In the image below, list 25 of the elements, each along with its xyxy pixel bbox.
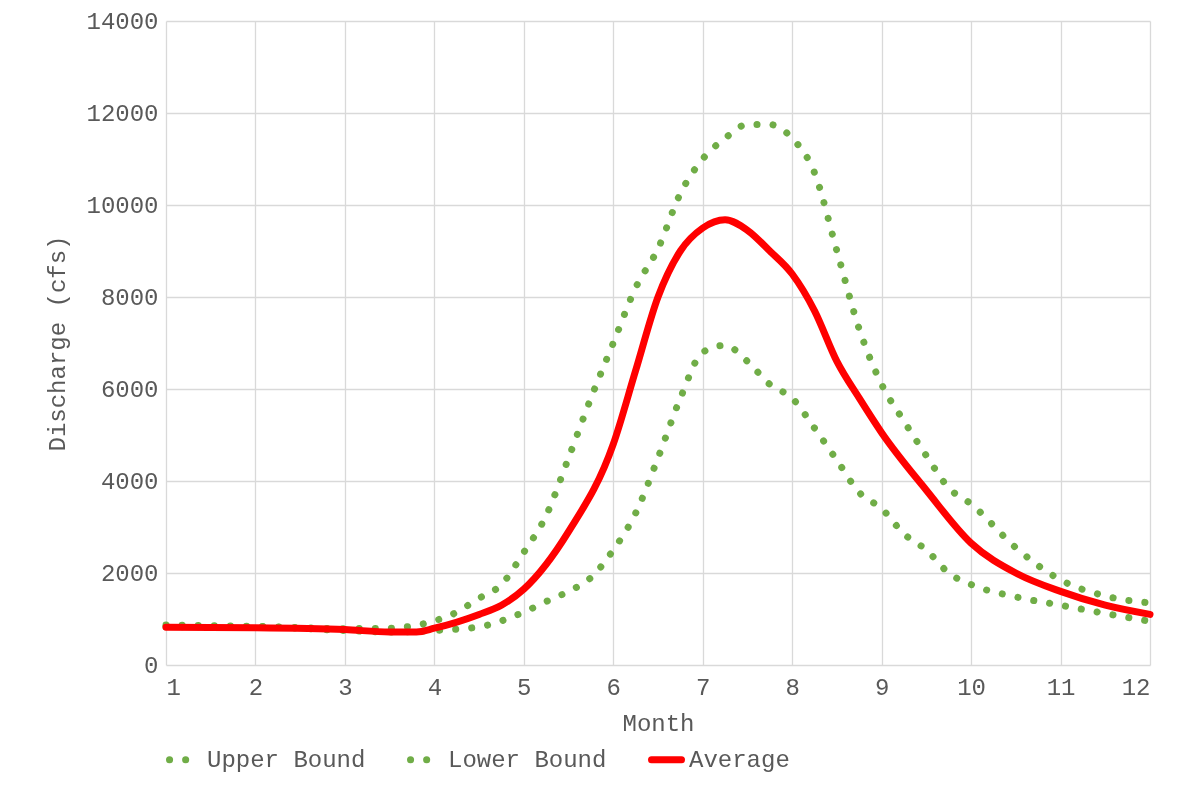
x-tick-label: 6 xyxy=(606,674,621,702)
x-tick-label: 8 xyxy=(785,674,800,702)
y-tick-label: 14000 xyxy=(86,8,159,36)
x-tick-label: 7 xyxy=(696,674,711,702)
x-tick-label: 10 xyxy=(957,674,986,702)
x-tick-label: 11 xyxy=(1046,674,1076,702)
x-axis-title: Month xyxy=(622,710,695,738)
y-tick-label: 12000 xyxy=(86,100,159,128)
x-tick-label: 3 xyxy=(338,674,353,702)
legend-label: Lower Bound xyxy=(448,746,607,774)
y-tick-label: 8000 xyxy=(100,284,159,312)
y-tick-label: 2000 xyxy=(100,560,159,588)
x-tick-label: 12 xyxy=(1121,674,1151,702)
y-tick-label: 10000 xyxy=(86,192,159,220)
x-tick-label: 9 xyxy=(874,674,890,702)
y-axis-title: Discharge (cfs) xyxy=(45,235,73,452)
y-tick-label: 6000 xyxy=(100,376,159,404)
x-tick-label: 1 xyxy=(166,674,181,702)
x-tick-label: 4 xyxy=(427,674,443,702)
x-tick-label: 5 xyxy=(517,674,532,702)
legend-label: Average xyxy=(689,746,790,774)
x-tick-label: 2 xyxy=(248,674,264,702)
legend-label: Upper Bound xyxy=(207,746,366,774)
y-tick-label: 4000 xyxy=(100,468,159,496)
y-tick-label: 0 xyxy=(144,652,159,680)
